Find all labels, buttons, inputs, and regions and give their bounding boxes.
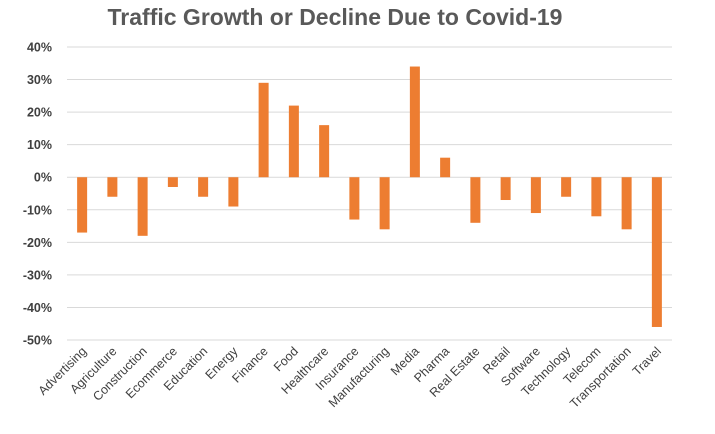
- bar: [319, 125, 330, 178]
- bar: [107, 177, 118, 197]
- y-tick-label: 20%: [27, 106, 52, 120]
- bar: [137, 177, 148, 236]
- bar: [379, 177, 390, 230]
- bar: [591, 177, 602, 217]
- bar: [561, 177, 572, 197]
- y-tick-label: -40%: [23, 301, 52, 315]
- chart-title: Traffic Growth or Decline Due to Covid-1…: [107, 4, 563, 30]
- bar: [228, 177, 239, 207]
- bar: [349, 177, 360, 220]
- x-tick-label: Travel: [630, 344, 664, 378]
- bar: [288, 105, 299, 178]
- bar: [530, 177, 541, 214]
- y-tick-label: -30%: [23, 268, 52, 282]
- y-tick-label: -50%: [23, 334, 52, 348]
- bar: [651, 177, 662, 327]
- y-tick-label: 30%: [27, 73, 52, 87]
- bar: [621, 177, 632, 230]
- y-tick-label: -20%: [23, 236, 52, 250]
- y-tick-label: 10%: [27, 138, 52, 152]
- bar: [167, 177, 178, 187]
- bar: [500, 177, 511, 201]
- bar: [409, 66, 420, 178]
- y-tick-label: -10%: [23, 203, 52, 217]
- bar: [258, 82, 269, 178]
- y-tick-label: 40%: [27, 41, 52, 55]
- bar: [470, 177, 481, 223]
- y-tick-label: 0%: [34, 171, 52, 185]
- bar: [198, 177, 209, 197]
- bar: [440, 157, 451, 178]
- bar: [77, 177, 88, 233]
